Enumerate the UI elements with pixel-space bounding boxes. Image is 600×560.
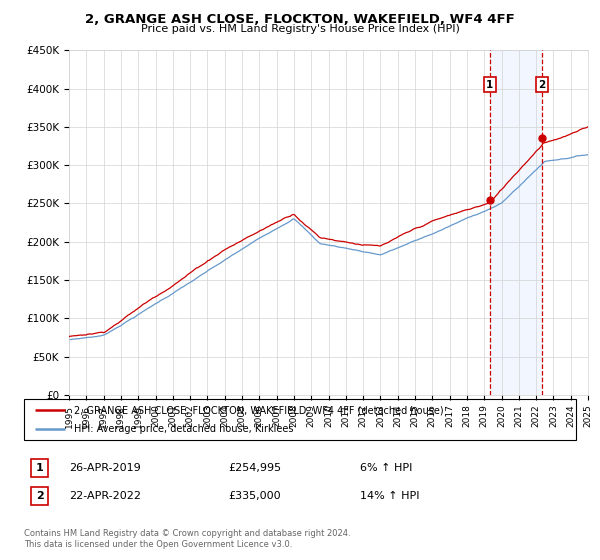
- Text: £254,995: £254,995: [228, 463, 281, 473]
- Text: 2: 2: [36, 491, 43, 501]
- Text: 6% ↑ HPI: 6% ↑ HPI: [360, 463, 412, 473]
- Text: £335,000: £335,000: [228, 491, 281, 501]
- Bar: [490, 50, 542, 395]
- Text: 2, GRANGE ASH CLOSE, FLOCKTON, WAKEFIELD, WF4 4FF: 2, GRANGE ASH CLOSE, FLOCKTON, WAKEFIELD…: [85, 13, 515, 26]
- Text: HPI: Average price, detached house, Kirklees: HPI: Average price, detached house, Kirk…: [74, 424, 293, 433]
- Text: 22-APR-2022: 22-APR-2022: [69, 491, 141, 501]
- Text: 26-APR-2019: 26-APR-2019: [69, 463, 141, 473]
- Text: Price paid vs. HM Land Registry's House Price Index (HPI): Price paid vs. HM Land Registry's House …: [140, 24, 460, 34]
- Text: Contains HM Land Registry data © Crown copyright and database right 2024.
This d: Contains HM Land Registry data © Crown c…: [24, 529, 350, 549]
- Text: 1: 1: [486, 80, 494, 90]
- Text: 1: 1: [36, 463, 43, 473]
- Text: 2, GRANGE ASH CLOSE, FLOCKTON, WAKEFIELD, WF4 4FF (detached house): 2, GRANGE ASH CLOSE, FLOCKTON, WAKEFIELD…: [74, 405, 443, 415]
- Text: 2: 2: [538, 80, 545, 90]
- Text: 14% ↑ HPI: 14% ↑ HPI: [360, 491, 419, 501]
